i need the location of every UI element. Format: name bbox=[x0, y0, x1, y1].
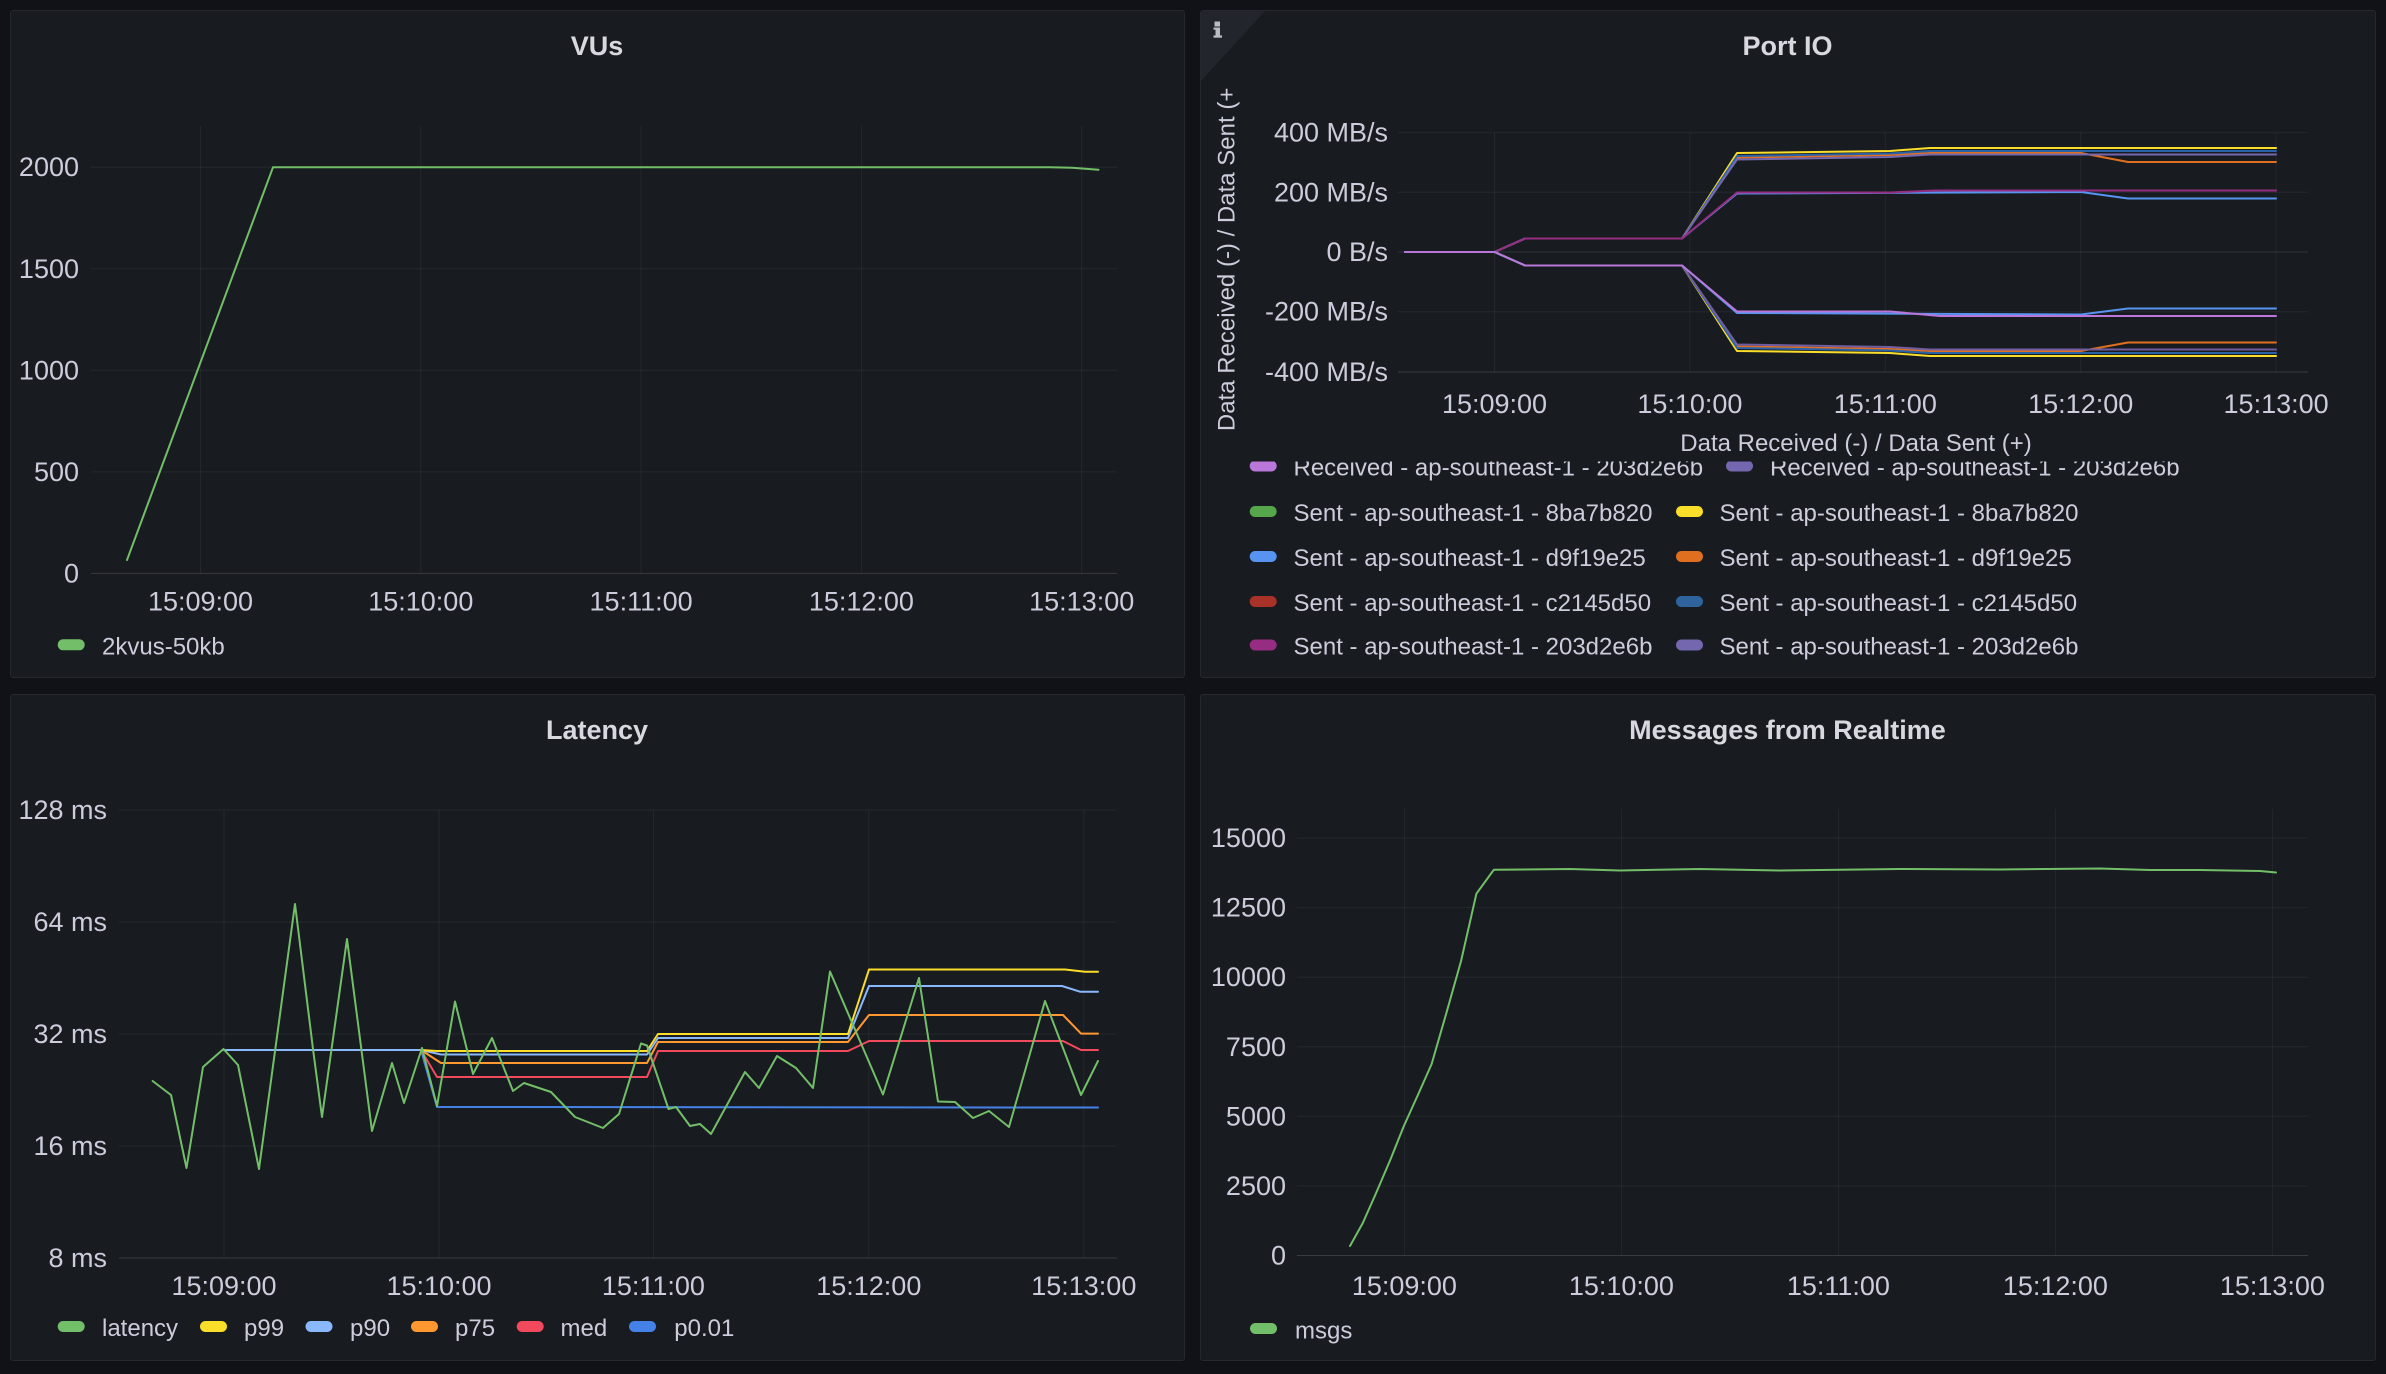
svg-text:500: 500 bbox=[34, 457, 79, 487]
svg-text:15:13:00: 15:13:00 bbox=[2224, 389, 2329, 419]
svg-text:15:11:00: 15:11:00 bbox=[1787, 1271, 1890, 1301]
svg-text:10000: 10000 bbox=[1211, 962, 1286, 992]
svg-text:32 ms: 32 ms bbox=[33, 1019, 107, 1049]
svg-text:8 ms: 8 ms bbox=[48, 1243, 107, 1273]
svg-text:Sent - ap-southeast-1 - 8ba7b8: Sent - ap-southeast-1 - 8ba7b820 bbox=[1294, 500, 1653, 527]
svg-text:p0.01: p0.01 bbox=[674, 1315, 734, 1342]
svg-text:400 MB/s: 400 MB/s bbox=[1274, 118, 1388, 148]
svg-text:15:13:00: 15:13:00 bbox=[1029, 587, 1134, 617]
svg-text:Sent - ap-southeast-1 - d9f19e: Sent - ap-southeast-1 - d9f19e25 bbox=[1720, 545, 2072, 572]
svg-text:15:12:00: 15:12:00 bbox=[2003, 1271, 2108, 1301]
svg-text:7500: 7500 bbox=[1226, 1032, 1286, 1062]
svg-text:Sent - ap-southeast-1 - 203d2e: Sent - ap-southeast-1 - 203d2e6b bbox=[1720, 634, 2079, 661]
svg-text:15:09:00: 15:09:00 bbox=[1442, 389, 1547, 419]
svg-text:Sent - ap-southeast-1 - 8ba7b8: Sent - ap-southeast-1 - 8ba7b820 bbox=[1720, 500, 2079, 527]
svg-text:15:09:00: 15:09:00 bbox=[148, 587, 253, 617]
svg-text:p75: p75 bbox=[455, 1315, 495, 1342]
svg-text:16 ms: 16 ms bbox=[33, 1131, 107, 1161]
svg-text:15:12:00: 15:12:00 bbox=[2028, 389, 2133, 419]
svg-text:15:09:00: 15:09:00 bbox=[1352, 1271, 1457, 1301]
svg-text:Sent - ap-southeast-1 - 203d2e: Sent - ap-southeast-1 - 203d2e6b bbox=[1294, 634, 1653, 661]
svg-text:200 MB/s: 200 MB/s bbox=[1274, 177, 1388, 207]
svg-text:64 ms: 64 ms bbox=[33, 907, 107, 937]
svg-text:128 ms: 128 ms bbox=[18, 795, 107, 825]
svg-text:5000: 5000 bbox=[1226, 1101, 1286, 1131]
svg-text:med: med bbox=[561, 1315, 608, 1342]
svg-text:15:12:00: 15:12:00 bbox=[816, 1271, 921, 1301]
svg-text:Sent - ap-southeast-1 - d9f19e: Sent - ap-southeast-1 - d9f19e25 bbox=[1294, 545, 1646, 572]
svg-text:15:10:00: 15:10:00 bbox=[1569, 1271, 1674, 1301]
svg-text:15:10:00: 15:10:00 bbox=[1637, 389, 1742, 419]
svg-text:0 B/s: 0 B/s bbox=[1326, 237, 1388, 267]
svg-text:15000: 15000 bbox=[1211, 823, 1286, 853]
svg-text:Sent - ap-southeast-1 - c2145d: Sent - ap-southeast-1 - c2145d50 bbox=[1720, 590, 2078, 617]
svg-text:Received - ap-southeast-1 - 20: Received - ap-southeast-1 - 203d2e6b bbox=[1770, 455, 2180, 482]
svg-text:latency: latency bbox=[102, 1315, 178, 1342]
svg-text:p99: p99 bbox=[244, 1315, 284, 1342]
svg-text:15:13:00: 15:13:00 bbox=[2220, 1271, 2325, 1301]
svg-text:2kvus-50kb: 2kvus-50kb bbox=[102, 634, 225, 661]
svg-text:12500: 12500 bbox=[1211, 893, 1286, 923]
svg-text:15:09:00: 15:09:00 bbox=[171, 1271, 276, 1301]
svg-text:1000: 1000 bbox=[19, 355, 79, 385]
svg-text:15:11:00: 15:11:00 bbox=[590, 587, 693, 617]
svg-text:15:10:00: 15:10:00 bbox=[386, 1271, 491, 1301]
svg-text:15:11:00: 15:11:00 bbox=[1834, 389, 1937, 419]
svg-text:Received - ap-southeast-1 - 20: Received - ap-southeast-1 - 203d2e6b bbox=[1294, 455, 1704, 482]
svg-text:Data Received (-) / Data Sent: Data Received (-) / Data Sent (+ bbox=[1214, 88, 1241, 431]
svg-text:msgs: msgs bbox=[1295, 1318, 1352, 1345]
svg-text:0: 0 bbox=[64, 558, 79, 588]
svg-text:Sent - ap-southeast-1 - c2145d: Sent - ap-southeast-1 - c2145d50 bbox=[1294, 590, 1652, 617]
svg-text:15:10:00: 15:10:00 bbox=[368, 587, 473, 617]
svg-text:2500: 2500 bbox=[1226, 1171, 1286, 1201]
svg-text:-400 MB/s: -400 MB/s bbox=[1265, 357, 1388, 387]
svg-text:2000: 2000 bbox=[19, 152, 79, 182]
svg-text:1500: 1500 bbox=[19, 254, 79, 284]
svg-text:Port IO: Port IO bbox=[1742, 31, 1832, 61]
svg-text:0: 0 bbox=[1271, 1241, 1286, 1271]
svg-text:15:12:00: 15:12:00 bbox=[809, 587, 914, 617]
svg-text:-200 MB/s: -200 MB/s bbox=[1265, 297, 1388, 327]
svg-text:VUs: VUs bbox=[571, 31, 624, 61]
svg-text:Latency: Latency bbox=[546, 715, 648, 745]
svg-text:Messages from Realtime: Messages from Realtime bbox=[1629, 715, 1946, 745]
svg-text:15:11:00: 15:11:00 bbox=[602, 1271, 705, 1301]
svg-text:p90: p90 bbox=[350, 1315, 390, 1342]
svg-text:Data Received (-) / Data Sent: Data Received (-) / Data Sent (+) bbox=[1680, 430, 2031, 457]
svg-text:15:13:00: 15:13:00 bbox=[1031, 1271, 1136, 1301]
